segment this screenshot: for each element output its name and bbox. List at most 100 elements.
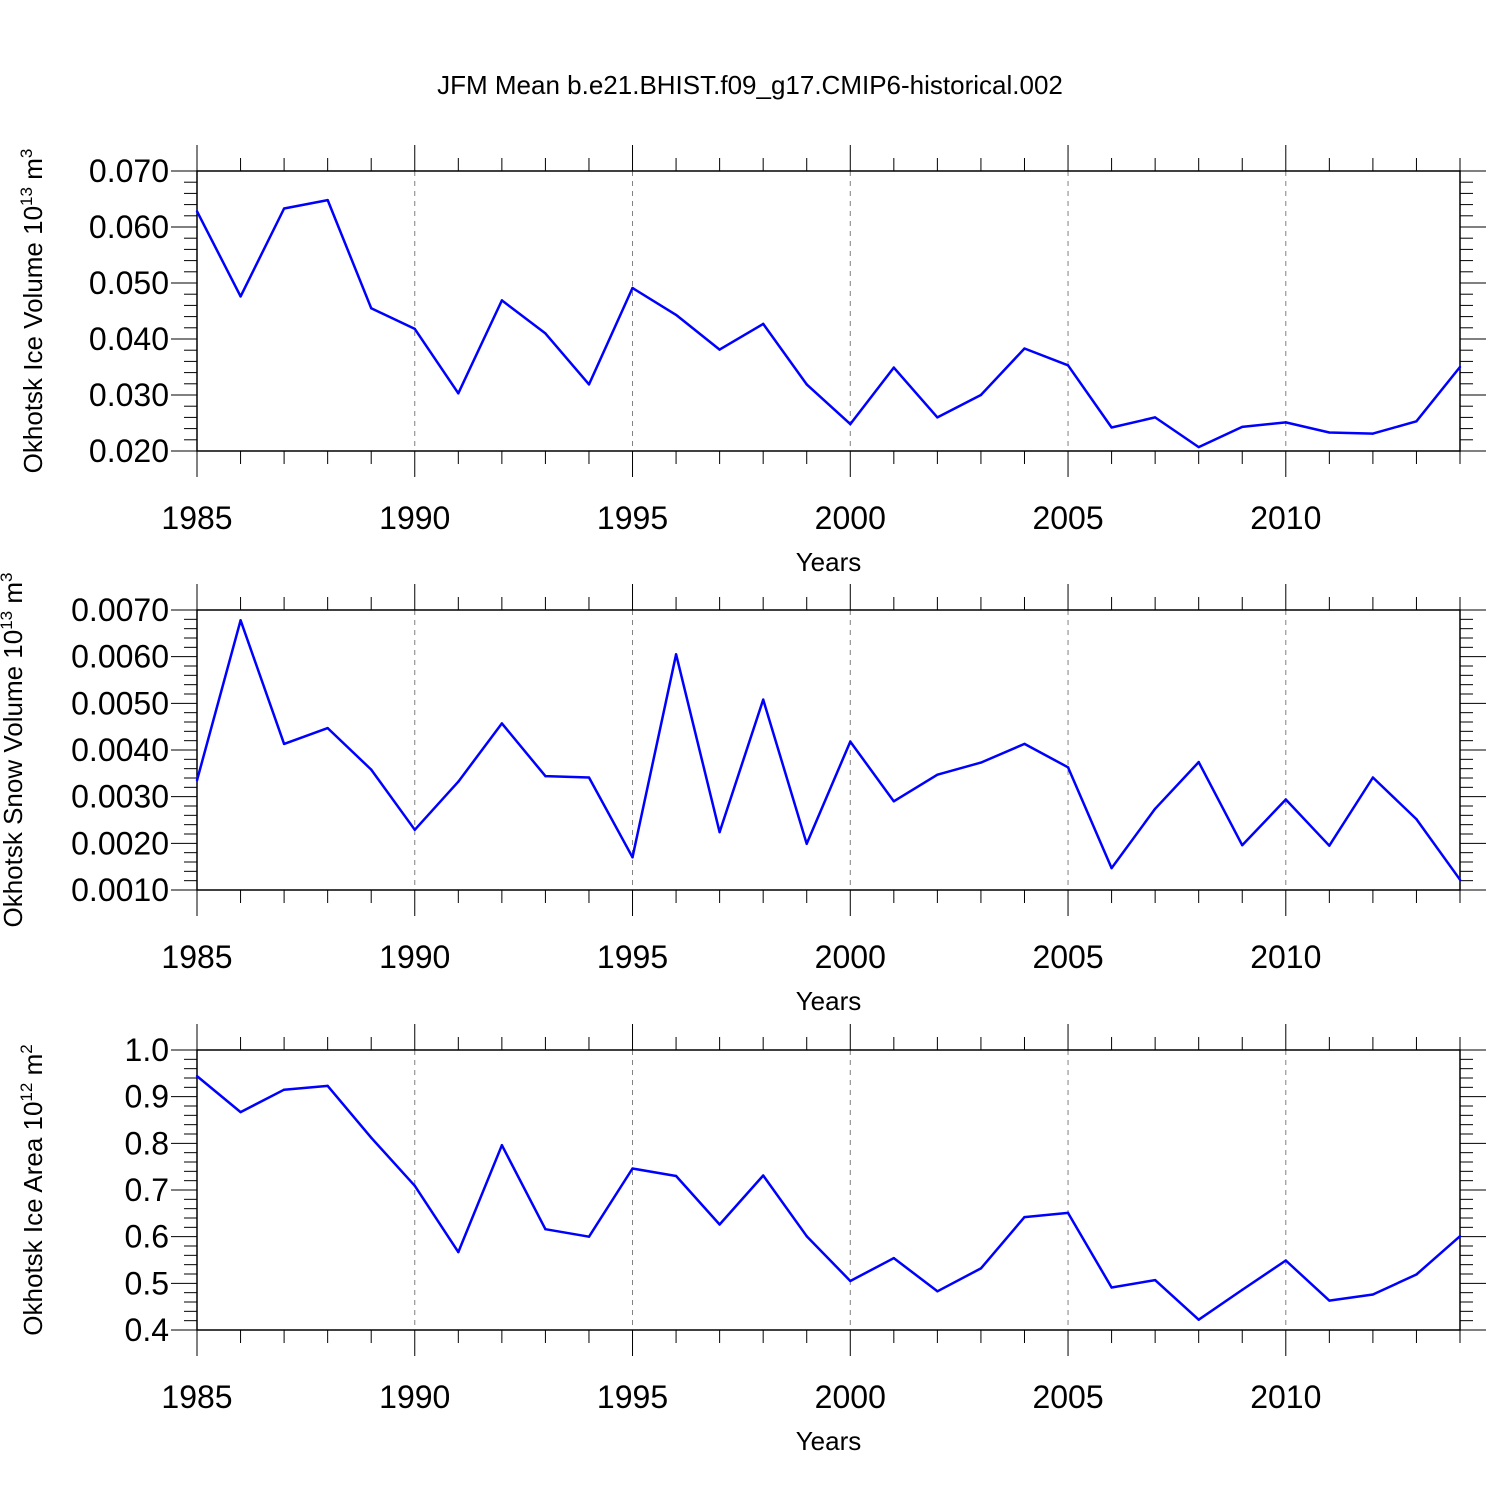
x-tick-label: 1985 bbox=[161, 500, 232, 536]
data-point bbox=[718, 348, 721, 351]
data-point bbox=[1153, 416, 1157, 419]
plot-frame bbox=[196, 1049, 1461, 1331]
data-point bbox=[1371, 432, 1375, 435]
x-tick-label: 1985 bbox=[161, 939, 232, 975]
data-point bbox=[1066, 364, 1070, 367]
data-point bbox=[1284, 421, 1287, 424]
y-axis-label-main: Okhotsk Snow Volume 10 bbox=[0, 630, 28, 928]
x-tick-label: 2010 bbox=[1250, 1379, 1321, 1415]
y-tick-label: 0.0010 bbox=[71, 872, 169, 908]
y-tick-label: 0.060 bbox=[89, 209, 169, 245]
x-tick-label: 1995 bbox=[597, 939, 668, 975]
y-axis-label-main: Okhotsk Ice Volume 10 bbox=[18, 206, 48, 473]
y-axis-label-sup: 13 bbox=[0, 611, 16, 630]
data-point bbox=[1023, 347, 1026, 350]
x-tick-label: 2000 bbox=[815, 1379, 886, 1415]
data-point bbox=[805, 1235, 808, 1238]
data-point bbox=[239, 1110, 242, 1114]
data-point bbox=[500, 299, 504, 302]
data-point bbox=[1153, 807, 1157, 810]
data-point bbox=[1415, 817, 1418, 821]
data-point bbox=[457, 780, 460, 783]
y-tick-label: 0.0070 bbox=[71, 592, 169, 628]
x-axis-label: Years bbox=[796, 986, 862, 1016]
y-tick-label: 0.0060 bbox=[71, 639, 169, 675]
data-point bbox=[1371, 776, 1375, 779]
data-point bbox=[805, 383, 808, 386]
data-point bbox=[761, 1174, 765, 1177]
figure-title: JFM Mean b.e21.BHIST.f09_g17.CMIP6-histo… bbox=[437, 70, 1063, 100]
data-point bbox=[326, 198, 329, 202]
data-point bbox=[718, 1223, 721, 1226]
y-tick-label: 0.0040 bbox=[71, 732, 169, 768]
data-point bbox=[718, 830, 721, 834]
data-point bbox=[1328, 844, 1331, 847]
data-point bbox=[1110, 426, 1113, 429]
plot-frame bbox=[196, 170, 1461, 452]
data-point bbox=[413, 327, 416, 331]
data-point bbox=[587, 1235, 591, 1238]
data-point bbox=[1241, 1288, 1244, 1292]
data-point bbox=[1328, 1299, 1331, 1302]
data-point bbox=[1458, 878, 1462, 881]
data-point bbox=[1241, 425, 1244, 429]
y-tick-label: 0.020 bbox=[89, 433, 169, 469]
data-point bbox=[326, 726, 329, 730]
data-point bbox=[1415, 420, 1418, 423]
y-axis-label: Okhotsk Snow Volume 1013 m3 bbox=[0, 573, 28, 928]
y-tick-label: 0.8 bbox=[125, 1125, 169, 1161]
data-point bbox=[239, 619, 242, 622]
series-line bbox=[196, 1075, 1461, 1321]
data-point bbox=[500, 1144, 504, 1147]
x-tick-label: 2000 bbox=[815, 939, 886, 975]
data-point bbox=[544, 774, 547, 778]
data-point bbox=[631, 856, 634, 859]
x-tick-label: 1995 bbox=[597, 1379, 668, 1415]
data-point bbox=[849, 1279, 852, 1283]
data-point bbox=[282, 1088, 286, 1091]
data-point bbox=[1415, 1273, 1418, 1276]
data-point bbox=[413, 1184, 416, 1188]
y-tick-label: 0.030 bbox=[89, 377, 169, 413]
data-point bbox=[370, 1136, 373, 1139]
data-point bbox=[936, 416, 939, 419]
y-tick-label: 0.070 bbox=[89, 153, 169, 189]
x-axis-label: Years bbox=[796, 1426, 862, 1456]
data-point bbox=[1023, 1215, 1026, 1219]
data-point bbox=[805, 842, 808, 845]
data-point bbox=[936, 1290, 939, 1293]
y-axis-label: Okhotsk Ice Area 1012 m2 bbox=[17, 1044, 48, 1335]
data-point bbox=[239, 295, 242, 298]
y-tick-label: 0.0050 bbox=[71, 685, 169, 721]
data-point bbox=[544, 332, 547, 335]
chart-panel-2: 0.0010 0.0020 0.0030 0.0040 0.0050 0.0060 0.00… bbox=[0, 573, 1486, 1016]
plot-frame bbox=[196, 609, 1461, 891]
data-point bbox=[500, 722, 504, 725]
y-tick-label: 0.0020 bbox=[71, 825, 169, 861]
data-point bbox=[370, 307, 373, 310]
data-point bbox=[282, 207, 286, 210]
data-point bbox=[457, 1250, 460, 1254]
data-point bbox=[892, 1256, 896, 1260]
y-axis-label-main: Okhotsk Ice Area 10 bbox=[18, 1102, 48, 1336]
data-point bbox=[413, 828, 416, 831]
data-point bbox=[1371, 1293, 1375, 1296]
data-point bbox=[195, 779, 199, 782]
data-point bbox=[587, 776, 591, 779]
x-tick-label: 1990 bbox=[379, 939, 450, 975]
data-point bbox=[761, 698, 765, 701]
chart-panel-1: 0.020 0.030 0.040 0.050 0.060 0.070 1985 1990 19… bbox=[17, 145, 1486, 577]
data-point bbox=[1153, 1278, 1157, 1282]
data-point bbox=[544, 1228, 547, 1231]
y-tick-label: 0.9 bbox=[125, 1079, 169, 1115]
data-point bbox=[587, 383, 591, 386]
y-axis-label-unit-sup: 3 bbox=[17, 149, 36, 158]
y-tick-label: 0.4 bbox=[125, 1312, 169, 1348]
data-point bbox=[979, 1267, 983, 1270]
x-tick-label: 2005 bbox=[1032, 500, 1103, 536]
data-point bbox=[892, 366, 896, 369]
data-point bbox=[892, 800, 896, 803]
chart-panels: 0.020 0.030 0.040 0.050 0.060 0.070 1985 1990 19… bbox=[0, 145, 1486, 1456]
data-point bbox=[849, 740, 852, 743]
